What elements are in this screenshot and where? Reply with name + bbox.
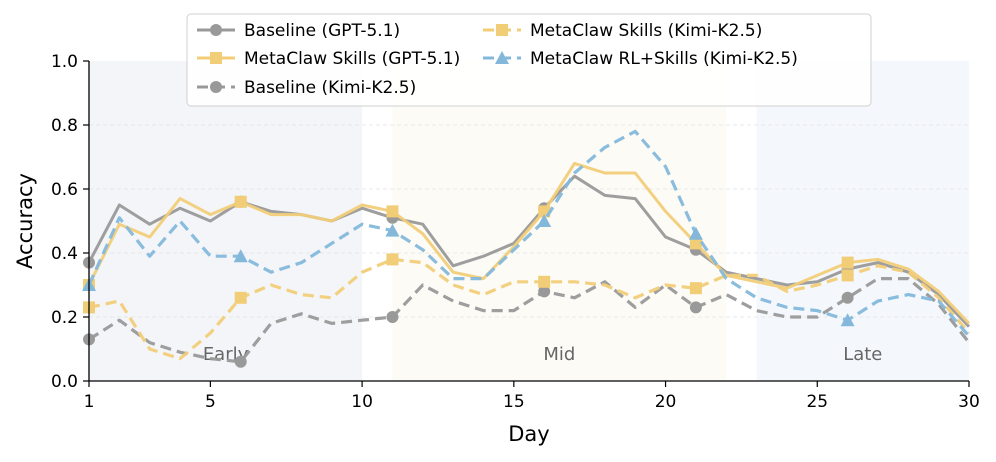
legend-entry: Baseline (GPT-5.1) — [244, 21, 400, 41]
data-point — [689, 237, 702, 250]
x-tick-label: 30 — [958, 392, 980, 412]
data-point — [234, 355, 247, 368]
data-point — [688, 226, 703, 240]
series-line — [87, 129, 971, 338]
data-point — [840, 313, 855, 327]
data-point — [841, 256, 854, 269]
data-point — [386, 253, 399, 266]
y-tick-label: 0.0 — [51, 372, 78, 392]
legend-entry: MetaClaw RL+Skills (Kimi-K2.5) — [530, 49, 798, 69]
y-tick-label: 0.8 — [51, 116, 78, 136]
legend-entry: Baseline (Kimi-K2.5) — [244, 78, 416, 98]
legend-entry: MetaClaw Skills (GPT-5.1) — [244, 49, 460, 69]
circle-marker-icon — [210, 81, 222, 93]
phase-band-mid — [392, 61, 727, 381]
data-point — [538, 285, 551, 298]
triangle-marker-icon — [495, 51, 509, 64]
circle-marker-icon — [210, 24, 222, 36]
data-point — [234, 291, 247, 304]
y-tick-label: 1.0 — [51, 52, 78, 72]
legend: Baseline (GPT-5.1) MetaClaw Skills (GPT-5… — [186, 13, 872, 107]
phase-label: Mid — [543, 344, 575, 365]
square-marker-icon — [210, 52, 222, 64]
x-tick-label: 10 — [351, 392, 373, 412]
x-tick-label: 25 — [806, 392, 828, 412]
x-axis-label: Day — [508, 422, 549, 446]
y-tick-label: 0.4 — [51, 244, 78, 264]
data-point — [841, 269, 854, 282]
data-point — [386, 311, 399, 323]
y-tick-label: 0.2 — [51, 308, 78, 328]
data-point — [386, 205, 399, 218]
data-point — [689, 282, 702, 295]
phase-label: Late — [843, 344, 882, 365]
x-tick-label: 5 — [205, 392, 216, 412]
x-tick-label: 1 — [84, 392, 95, 412]
square-marker-icon — [496, 24, 508, 36]
data-point — [689, 301, 702, 314]
legend-frame — [186, 13, 872, 107]
x-tick-label: 15 — [503, 392, 525, 412]
x-tick-label: 20 — [655, 392, 677, 412]
data-point — [385, 223, 400, 237]
phase-band-early — [89, 61, 363, 381]
data-point — [234, 195, 247, 208]
data-point — [841, 291, 854, 304]
data-point — [233, 249, 248, 263]
series-baseline-kimi-k2-5 — [83, 277, 971, 368]
series-metaclaw-skills-kimi-k2-5 — [83, 253, 971, 361]
y-axis-label: Accuracy — [13, 173, 37, 269]
data-point — [537, 214, 552, 227]
legend-entry: MetaClaw Skills (Kimi-K2.5) — [530, 21, 762, 41]
y-tick-label: 0.6 — [51, 180, 78, 200]
data-point — [538, 275, 551, 288]
phase-band-late — [756, 61, 969, 381]
